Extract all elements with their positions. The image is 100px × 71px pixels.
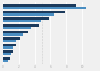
Bar [3, 17, 49, 20]
Bar [3, 57, 10, 60]
Bar [3, 7, 86, 9]
Bar [3, 37, 20, 40]
Bar [3, 40, 16, 42]
Bar [3, 24, 38, 27]
Bar [3, 44, 16, 46]
Bar [3, 31, 28, 33]
Bar [3, 60, 8, 62]
Bar [3, 4, 76, 7]
Bar [3, 11, 65, 13]
Bar [3, 33, 23, 36]
Bar [3, 46, 13, 49]
Bar [3, 20, 41, 22]
Bar [3, 27, 31, 29]
Bar [3, 50, 13, 53]
Bar [3, 53, 11, 56]
Bar [3, 13, 54, 16]
